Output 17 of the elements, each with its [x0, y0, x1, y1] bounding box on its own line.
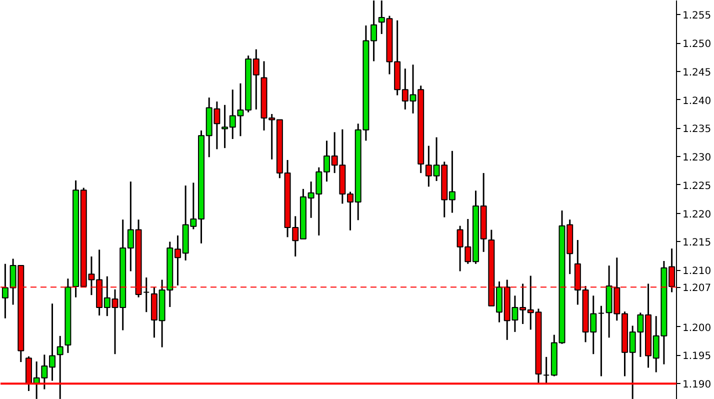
y-tick-label: 1.240 [682, 96, 712, 107]
y-tick-label: 1.230 [682, 152, 712, 164]
candlestick [598, 305, 604, 377]
candlestick [56, 335, 64, 399]
y-tick-label: 1.210 [682, 266, 712, 278]
y-tick-label: 1.235 [682, 124, 712, 136]
y-tick-label: 1.195 [682, 351, 712, 362]
y-tick-label: 1.245 [682, 67, 712, 78]
y-tick-label: 1.215 [682, 238, 712, 249]
y-tick-label: 1.255 [682, 10, 712, 22]
ref-line-label: 1.207 [682, 283, 712, 294]
y-tick-label: 1.250 [682, 39, 712, 50]
candlestick [543, 356, 550, 384]
y-tick-label: 1.225 [682, 180, 712, 192]
y-tick-label: 1.200 [682, 322, 712, 334]
y-tick-label: 1.190 [682, 380, 712, 391]
y-tick-label: 1.220 [682, 209, 712, 220]
